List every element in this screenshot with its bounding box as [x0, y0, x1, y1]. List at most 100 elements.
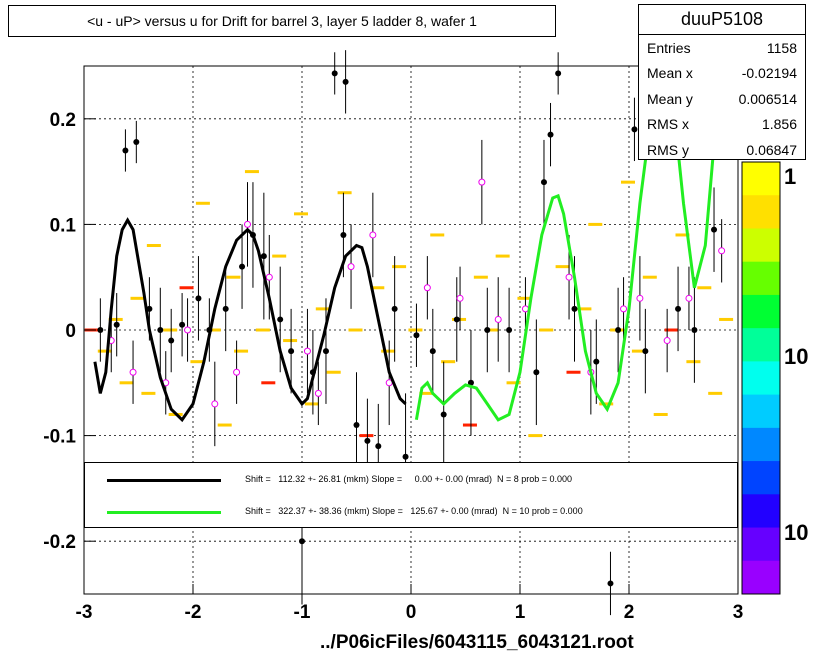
hist-bin	[506, 381, 521, 385]
data-point-open	[478, 178, 486, 186]
y-tick-label: 0.1	[50, 215, 77, 236]
colorbar-segment	[742, 461, 780, 495]
data-point-open	[423, 284, 431, 292]
data-point-filled	[113, 321, 120, 328]
hist-bin	[517, 296, 532, 300]
data-point-filled	[122, 147, 129, 154]
data-point-open	[369, 231, 377, 239]
data-point-filled	[375, 443, 382, 450]
hist-bin	[653, 412, 668, 416]
hist-bin	[495, 254, 510, 258]
data-point-filled	[299, 538, 305, 545]
hist-bin	[642, 275, 657, 279]
data-point-filled	[429, 348, 436, 355]
stats-value: 0.06847	[746, 141, 797, 158]
data-point-filled	[540, 179, 547, 186]
colorbar-segment	[742, 394, 780, 429]
stats-label: RMS y	[647, 141, 689, 158]
data-point-filled	[615, 327, 622, 333]
legend-line-black	[107, 479, 221, 482]
stats-value: 0.006514	[738, 90, 797, 107]
data-point-filled	[453, 316, 460, 323]
data-point-filled	[168, 337, 175, 344]
data-point-open	[718, 247, 726, 255]
hist-bin	[206, 328, 221, 332]
stats-name: duuP5108	[639, 5, 805, 35]
plot-title: <u - uP> versus u for Drift for barrel 3…	[8, 5, 556, 37]
hist-bin	[337, 191, 352, 195]
data-point-filled	[133, 139, 140, 146]
data-point-filled	[340, 231, 347, 238]
hist-bin	[599, 402, 614, 406]
data-point-filled	[322, 348, 329, 355]
stats-box: duuP5108 Entries 1158 Mean x -0.02194 Mean…	[638, 4, 806, 160]
hist-bin	[234, 349, 249, 353]
data-point-filled	[711, 226, 718, 233]
data-point-filled	[467, 379, 474, 386]
data-point-open	[347, 263, 355, 271]
data-point-filled	[277, 316, 284, 323]
colorbar-segment	[742, 261, 780, 296]
stats-label: RMS x	[647, 116, 689, 133]
data-point-open	[494, 315, 502, 323]
stats-value: -0.02194	[741, 65, 797, 82]
fit-legend: Shift = 112.32 +- 26.81 (mkm) Slope = 0.…	[84, 462, 738, 528]
hist-bin	[119, 381, 134, 385]
hist-bin	[675, 233, 690, 237]
colorbar-segment	[742, 427, 780, 462]
data-point-open	[129, 368, 137, 376]
fit-curve-green	[414, 66, 729, 422]
legend-line-green	[107, 511, 221, 514]
hist-bin	[283, 339, 298, 343]
colorbar-segment	[742, 294, 780, 329]
x-tick-label: -3	[76, 602, 93, 623]
data-point-filled	[413, 332, 420, 339]
data-point-filled	[533, 369, 540, 376]
data-point-filled	[364, 437, 371, 444]
x-axis-title: ../P06icFiles/6043115_6043121.root	[320, 632, 634, 653]
colorbar-segment	[742, 361, 780, 396]
legend-text-green: Shift = 322.37 +- 38.36 (mkm) Slope = 12…	[245, 506, 583, 516]
x-tick-label: 3	[733, 602, 744, 623]
data-point-open	[184, 326, 192, 334]
legend-entry-black: Shift = 112.32 +- 26.81 (mkm) Slope = 0.…	[85, 465, 737, 495]
x-tick-label: -2	[185, 602, 202, 623]
colorbar-segment	[742, 162, 780, 196]
data-point-filled	[593, 358, 600, 365]
hist-bin	[621, 180, 635, 184]
hist-bin	[566, 370, 581, 374]
colorbar-segment	[742, 195, 780, 229]
data-point-open	[456, 294, 464, 302]
colorbar-segment	[742, 494, 780, 529]
colorbar-label: 1	[784, 164, 796, 189]
data-point-open	[211, 400, 219, 408]
data-point-open	[265, 273, 273, 281]
hist-bin	[315, 307, 330, 311]
x-tick-label: 1	[515, 602, 526, 623]
data-point-filled	[691, 327, 698, 333]
stats-label: Mean y	[647, 90, 693, 107]
stats-row: RMS y 0.06847	[639, 137, 805, 163]
hist-bin	[195, 201, 210, 205]
data-point-filled	[239, 263, 246, 270]
plot-title-text: <u - uP> versus u for Drift for barrel 3…	[87, 13, 477, 29]
x-tick-label: 2	[624, 602, 635, 623]
data-point-filled	[571, 305, 578, 312]
hist-bin	[217, 423, 232, 427]
y-tick-label: -0.2	[43, 532, 76, 553]
data-point-filled	[440, 411, 447, 418]
x-tick-label: -1	[294, 602, 311, 623]
colorbar-segment	[742, 527, 780, 562]
legend-text-black: Shift = 112.32 +- 26.81 (mkm) Slope = 0.…	[245, 474, 573, 484]
data-point-open	[636, 294, 644, 302]
data-point-filled	[391, 305, 398, 312]
data-point-filled	[342, 78, 349, 85]
colorbar-segment	[742, 560, 780, 595]
hist-bin	[255, 328, 270, 332]
data-point-open	[314, 389, 322, 397]
hist-bin	[108, 317, 123, 321]
data-point-open	[303, 347, 311, 355]
hist-bin	[163, 328, 178, 332]
hist-bin	[272, 254, 287, 258]
hist-bin	[631, 349, 646, 353]
